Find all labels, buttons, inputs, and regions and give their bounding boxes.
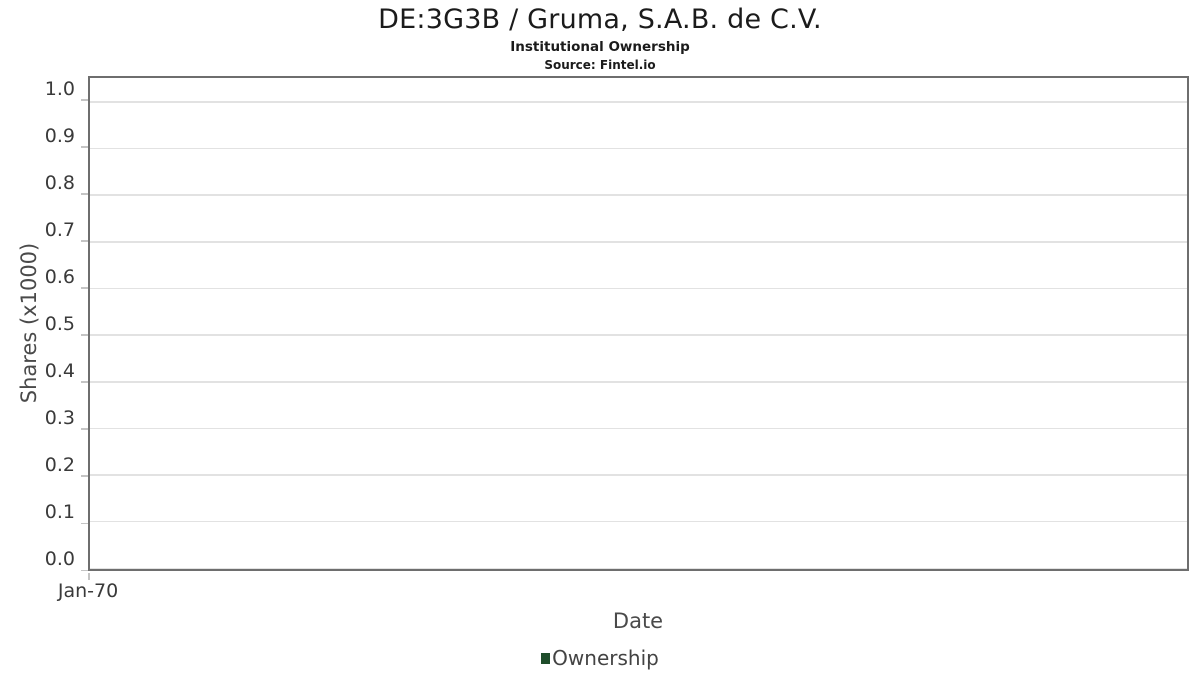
legend-marker-square-icon — [541, 652, 551, 664]
y-tick-mark — [81, 475, 88, 477]
y-tick-label: 0.6 — [44, 265, 75, 288]
gridline — [90, 147, 1187, 150]
y-tick-label: 0.3 — [44, 406, 75, 429]
gridline — [90, 474, 1187, 476]
y-tick-mark — [81, 287, 88, 289]
chart-header: DE:3G3B / Gruma, S.A.B. de C.V. Institut… — [0, 0, 1200, 72]
y-tick-mark — [81, 99, 88, 101]
x-axis-ticks: Jan-70 — [58, 571, 1189, 605]
y-tick-mark — [81, 381, 88, 383]
y-tick-mark — [81, 428, 88, 430]
gridline — [90, 381, 1187, 383]
y-tick-label: 0.1 — [44, 501, 75, 523]
chart-title: DE:3G3B / Gruma, S.A.B. de C.V. — [378, 4, 822, 35]
y-tick-label: 0.0 — [44, 548, 75, 570]
y-tick-label: 0.9 — [44, 124, 75, 147]
gridline — [90, 334, 1187, 336]
gridline — [90, 427, 1187, 430]
gridline — [90, 194, 1187, 196]
y-tick-mark — [81, 569, 88, 571]
y-tick-label: 0.2 — [44, 453, 75, 476]
y-tick-label: 0.5 — [44, 312, 75, 335]
plot-area — [88, 76, 1189, 571]
chart-subtitle: Institutional Ownership — [510, 39, 690, 55]
gridline — [90, 520, 1187, 523]
y-tick-label: 1.0 — [44, 77, 75, 100]
y-axis-ticks: 0.0 0.1 0.2 0.3 0.4 0.5 0.6 0.7 0.8 0.9 1.0 — [0, 76, 88, 571]
x-tick-label: Jan-70 — [57, 580, 119, 602]
y-tick-mark — [81, 240, 88, 242]
legend-label-ownership: Ownership — [552, 646, 659, 670]
y-tick-label: 0.7 — [44, 218, 75, 241]
legend: Ownership — [0, 646, 1200, 670]
y-tick-label: 0.8 — [44, 171, 75, 194]
y-tick-mark — [81, 522, 88, 524]
gridline — [90, 101, 1187, 103]
y-tick-label: 0.4 — [44, 359, 75, 382]
gridline — [90, 241, 1187, 243]
chart-source: Source: Fintel.io — [544, 58, 656, 72]
y-tick-mark — [81, 193, 88, 195]
gridline — [90, 567, 1187, 569]
y-tick-mark — [81, 334, 88, 336]
y-tick-mark — [81, 146, 88, 148]
gridline — [90, 287, 1187, 290]
x-axis-title: Date — [612, 609, 664, 633]
x-tick-mark — [88, 573, 90, 580]
